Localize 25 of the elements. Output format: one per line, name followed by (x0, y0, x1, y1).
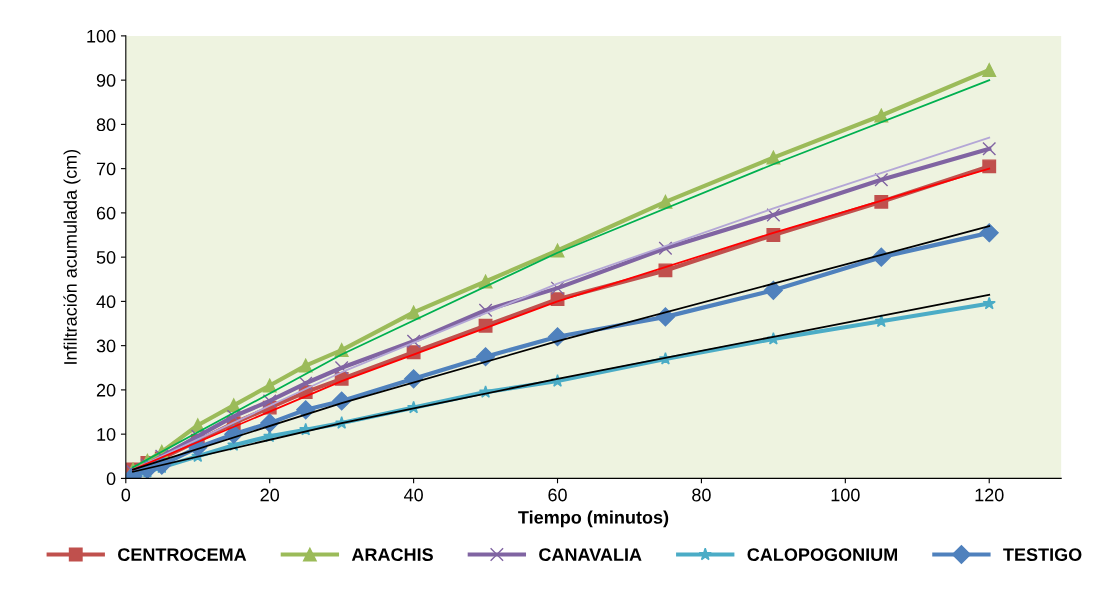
y-tick-label: 60 (96, 206, 116, 220)
y-tick-label: 90 (96, 74, 116, 87)
x-tick-label: 120 (975, 488, 1004, 502)
x-tick-label: 100 (831, 488, 860, 502)
y-tick-label: 50 (96, 251, 116, 264)
legend-label: ARACHIS (351, 548, 433, 562)
x-tick-label: 0 (121, 488, 131, 502)
x-tick-label: 60 (548, 488, 567, 502)
y-axis-title: Infiltración acumulada (cm) (63, 149, 81, 364)
legend-label: CALOPOGONIUM (747, 548, 898, 562)
legend-label: TESTIGO (1003, 548, 1082, 562)
y-tick-label: 70 (96, 162, 116, 176)
legend-label: CENTROCEMA (118, 548, 247, 562)
y-tick-label: 10 (97, 428, 116, 441)
x-tick-label: 20 (260, 488, 280, 502)
x-tick-label: 40 (403, 488, 423, 502)
y-tick-label: 30 (96, 339, 116, 353)
y-tick-label: 80 (96, 118, 116, 132)
y-tick-label: 20 (96, 383, 116, 397)
y-tick-label: 40 (96, 295, 116, 309)
y-tick-label: 0 (106, 472, 116, 486)
legend-label: CANAVALIA (539, 548, 642, 562)
y-tick-label: 100 (87, 29, 116, 43)
x-tick-label: 80 (692, 488, 711, 502)
x-axis-title: Tiempo (minutos) (518, 510, 669, 528)
